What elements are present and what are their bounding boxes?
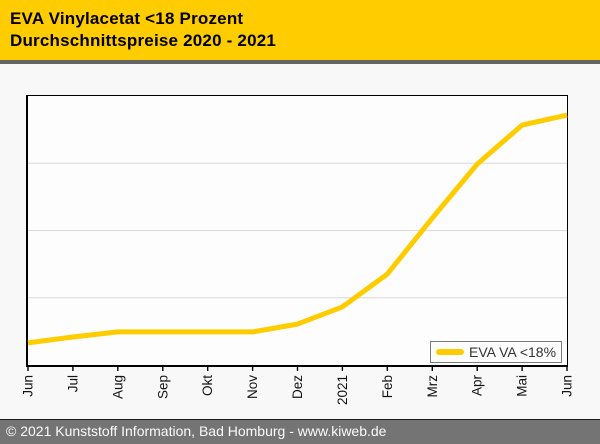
legend-line-swatch — [436, 349, 464, 355]
x-tick-label: Dez — [290, 375, 305, 399]
footer-text: © 2021 Kunststoff Information, Bad Hombu… — [6, 423, 387, 439]
price-line — [27, 112, 568, 346]
chart-region: Jun Jul Aug Sep Okt Nov Dez 2021 Feb Mrz Apr Mai Jun… — [0, 64, 600, 419]
x-tick-label: Jun — [560, 375, 575, 397]
legend: EVA VA <18% — [430, 341, 562, 363]
x-tick-label: Feb — [380, 375, 395, 398]
chart-title-line2: Durchschnittspreise 2020 - 2021 — [10, 31, 277, 50]
price-line-chart: Jun Jul Aug Sep Okt Nov Dez 2021 Feb Mrz Apr Mai Jun — [21, 112, 575, 405]
x-tick-label: Sep — [155, 375, 170, 399]
header-divider — [0, 60, 600, 64]
x-tick-label: Mrz — [425, 375, 440, 398]
legend-label: EVA VA <18% — [469, 344, 557, 360]
x-tick-label: Mai — [515, 375, 530, 397]
x-tick-label: Aug — [110, 375, 125, 399]
x-tick-label: Nov — [245, 375, 260, 399]
chart-header: EVA Vinylacetat <18 Prozent Durchschnitt… — [0, 0, 600, 60]
x-tick-label: Jun — [21, 375, 36, 397]
x-tick-label: Okt — [200, 375, 215, 396]
x-tick-label: 2021 — [335, 375, 350, 405]
chart-title-line1: EVA Vinylacetat <18 Prozent — [10, 9, 244, 28]
footer-bar: © 2021 Kunststoff Information, Bad Hombu… — [0, 419, 600, 444]
x-tick-label: Jul — [65, 375, 80, 392]
x-tick-label: Apr — [470, 375, 485, 397]
plot-area: Jun Jul Aug Sep Okt Nov Dez 2021 Feb Mrz Apr Mai Jun — [21, 95, 575, 405]
